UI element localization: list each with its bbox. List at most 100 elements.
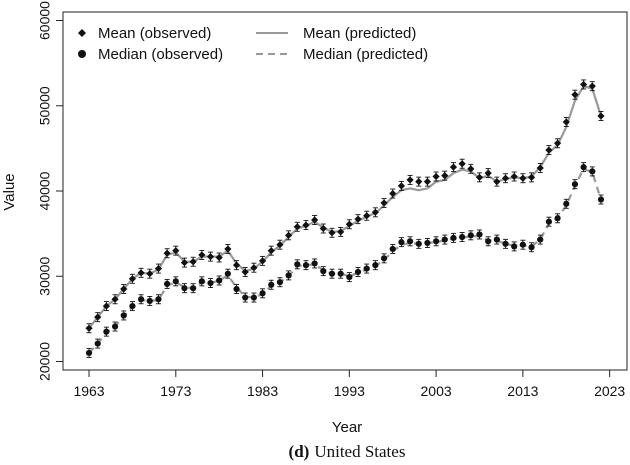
legend-marker-median-observed bbox=[78, 50, 86, 58]
point-mean-observed bbox=[406, 174, 414, 185]
point-mean-observed bbox=[397, 180, 405, 191]
point-median-observed bbox=[580, 162, 587, 173]
point-median-observed bbox=[328, 268, 336, 279]
point-mean-observed bbox=[519, 173, 527, 184]
plot-frame bbox=[62, 11, 628, 371]
point-mean-observed bbox=[198, 249, 206, 260]
point-median-observed bbox=[103, 326, 110, 337]
point-mean-observed bbox=[432, 171, 440, 182]
point-median-observed bbox=[311, 258, 318, 269]
point-mean-observed bbox=[371, 207, 379, 218]
point-median-observed bbox=[276, 277, 284, 288]
point-median-observed bbox=[406, 236, 414, 247]
point-median-observed bbox=[285, 270, 292, 281]
point-median-observed bbox=[190, 283, 197, 294]
point-median-observed bbox=[467, 230, 474, 241]
legend-label-mean-predicted: Mean (predicted) bbox=[303, 25, 416, 42]
point-mean-observed bbox=[172, 245, 180, 256]
point-median-observed bbox=[120, 310, 127, 321]
point-mean-observed bbox=[293, 221, 301, 232]
point-mean-observed bbox=[128, 273, 137, 284]
point-mean-observed bbox=[232, 260, 241, 271]
point-mean-observed bbox=[597, 111, 605, 121]
point-mean-observed bbox=[146, 268, 154, 279]
x-tick-label: 1963 bbox=[73, 383, 104, 399]
point-mean-observed bbox=[527, 172, 536, 183]
point-mean-observed bbox=[311, 215, 319, 225]
legend-marker-mean-observed bbox=[78, 29, 86, 37]
x-axis-title: Year bbox=[332, 419, 362, 436]
x-tick-label: 1973 bbox=[160, 383, 191, 399]
point-mean-observed bbox=[224, 244, 232, 254]
point-median-observed bbox=[485, 236, 492, 247]
point-mean-observed bbox=[319, 223, 327, 234]
point-median-observed bbox=[216, 275, 223, 286]
point-mean-observed bbox=[354, 214, 362, 225]
y-tick-label: 50000 bbox=[37, 86, 53, 125]
point-median-observed bbox=[389, 244, 396, 254]
point-mean-observed bbox=[562, 117, 570, 127]
point-median-observed bbox=[155, 294, 162, 305]
point-mean-observed bbox=[250, 262, 258, 273]
point-mean-observed bbox=[510, 171, 518, 182]
point-median-observed bbox=[363, 263, 370, 274]
point-median-observed bbox=[129, 301, 136, 312]
point-mean-observed bbox=[580, 79, 588, 90]
point-median-observed bbox=[537, 234, 544, 245]
point-mean-observed bbox=[163, 248, 171, 259]
point-median-observed bbox=[554, 213, 561, 224]
point-mean-observed bbox=[302, 220, 310, 231]
caption-text: United States bbox=[314, 442, 405, 461]
point-median-observed bbox=[433, 236, 440, 247]
point-mean-observed bbox=[501, 173, 510, 184]
point-median-observed bbox=[589, 166, 596, 177]
legend: Mean (observed) Median (observed) Mean (… bbox=[78, 25, 428, 63]
point-median-observed bbox=[493, 234, 500, 245]
x-axis: 1963 1973 1983 1993 2003 2013 2023 bbox=[73, 370, 625, 399]
point-median-observed bbox=[146, 296, 153, 306]
point-mean-observed bbox=[215, 252, 223, 263]
x-tick-label: 2003 bbox=[421, 383, 452, 399]
point-median-observed bbox=[380, 253, 388, 264]
point-mean-observed bbox=[588, 81, 596, 92]
point-mean-observed bbox=[553, 138, 562, 149]
point-mean-observed bbox=[328, 227, 336, 238]
point-mean-observed bbox=[449, 162, 458, 173]
point-median-observed bbox=[354, 267, 362, 277]
point-mean-observed bbox=[536, 163, 544, 173]
point-mean-observed bbox=[337, 226, 345, 237]
series-lines bbox=[88, 85, 603, 354]
y-axis: 20000 30000 40000 50000 60000 bbox=[37, 1, 63, 381]
legend-label-median-observed: Median (observed) bbox=[98, 46, 223, 63]
point-mean-observed bbox=[458, 158, 466, 169]
caption-letter: (d) bbox=[289, 442, 310, 461]
point-median-observed bbox=[450, 232, 457, 243]
point-median-observed bbox=[259, 288, 266, 299]
point-mean-observed bbox=[493, 176, 501, 187]
series-line-median-predicted bbox=[88, 167, 603, 354]
point-median-observed bbox=[398, 237, 405, 248]
point-mean-observed bbox=[423, 176, 432, 187]
point-median-observed bbox=[242, 292, 249, 303]
point-mean-observed bbox=[441, 170, 449, 181]
point-mean-observed bbox=[137, 267, 145, 278]
legend-label-median-predicted: Median (predicted) bbox=[303, 46, 428, 63]
point-median-observed bbox=[415, 238, 422, 249]
point-mean-observed bbox=[258, 255, 267, 266]
point-median-observed bbox=[571, 179, 579, 190]
y-tick-label: 60000 bbox=[37, 1, 53, 40]
point-median-observed bbox=[233, 284, 240, 294]
point-median-observed bbox=[172, 276, 179, 287]
point-median-observed bbox=[528, 242, 535, 253]
point-mean-observed bbox=[415, 176, 423, 187]
y-tick-label: 40000 bbox=[37, 171, 53, 210]
point-mean-observed bbox=[189, 256, 197, 267]
point-median-observed bbox=[181, 283, 188, 294]
point-mean-observed bbox=[267, 245, 275, 256]
figure-caption: (d) United States bbox=[289, 442, 406, 461]
point-median-observed bbox=[545, 216, 553, 227]
point-mean-observed bbox=[111, 294, 119, 305]
point-mean-observed bbox=[120, 284, 128, 294]
point-median-observed bbox=[207, 278, 214, 289]
